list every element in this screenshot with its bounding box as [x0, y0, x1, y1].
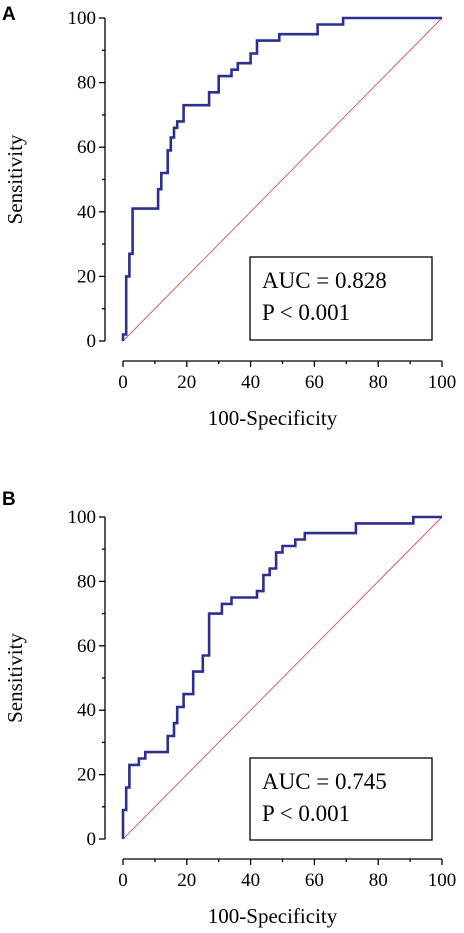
annotation-box: [249, 256, 433, 341]
x-tick-label: 60: [305, 372, 324, 393]
auc-text: AUC = 0.828: [262, 268, 387, 293]
annotation-box: [249, 757, 433, 841]
y-tick-label: 0: [87, 829, 97, 850]
x-tick-label: 40: [241, 372, 260, 393]
panel-label: A: [2, 4, 16, 25]
y-tick-label: 100: [68, 507, 97, 528]
x-tick-label: 40: [241, 870, 260, 891]
x-axis-title: 100-Specificity: [208, 406, 338, 430]
y-tick-label: 100: [68, 8, 97, 29]
roc-curve: [121, 16, 442, 341]
x-tick-label: 100: [428, 372, 457, 393]
y-tick-label: 80: [77, 73, 96, 94]
y-axis-title: Sensitivity: [3, 633, 27, 723]
roc-panel-b: B 0 20 40 60 80 100 0 20 40 60 80 100 100-Specificity…: [2, 489, 456, 928]
p-value-text: P < 0.001: [262, 300, 350, 325]
x-tick-label: 80: [369, 372, 388, 393]
x-tick-label: 0: [118, 372, 128, 393]
y-tick-label: 60: [77, 137, 96, 158]
reference-line: [122, 17, 443, 342]
panel-label: B: [2, 489, 16, 510]
x-tick-label: 100: [428, 870, 457, 891]
x-tick-label: 0: [118, 870, 128, 891]
y-tick-label: 20: [77, 266, 96, 287]
y-tick-label: 40: [77, 202, 96, 223]
y-axis-title: Sensitivity: [3, 134, 27, 224]
roc-curve: [121, 515, 442, 839]
y-tick-label: 40: [77, 700, 96, 721]
roc-panel-a: A 0 20 40 60 80 100 0 20 40 60 80 100 100-Specificity…: [2, 4, 456, 430]
x-axis-title: 100-Specificity: [208, 904, 338, 928]
x-tick-label: 20: [177, 372, 196, 393]
y-tick-label: 20: [77, 765, 96, 786]
x-tick-label: 80: [369, 870, 388, 891]
y-tick-label: 80: [77, 571, 96, 592]
p-value-text: P < 0.001: [262, 801, 350, 826]
reference-line: [122, 516, 443, 840]
x-tick-label: 60: [305, 870, 324, 891]
x-tick-label: 20: [177, 870, 196, 891]
auc-text: AUC = 0.745: [262, 769, 387, 794]
y-tick-label: 0: [87, 331, 97, 352]
y-tick-label: 60: [77, 636, 96, 657]
